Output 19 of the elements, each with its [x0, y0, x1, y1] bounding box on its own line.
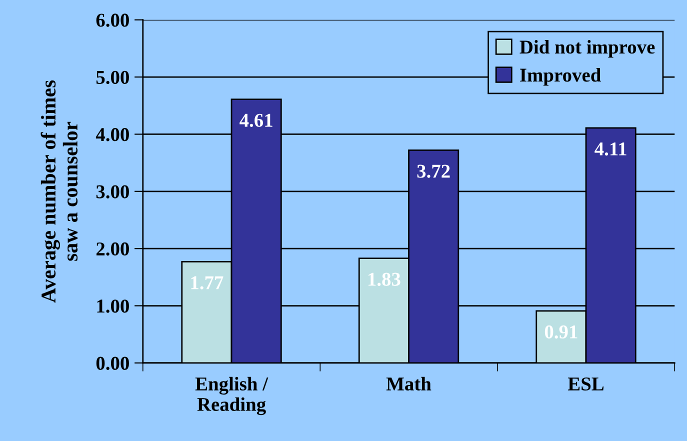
- data-label: 3.72: [417, 164, 450, 178]
- y-tick-label: 1.00: [97, 300, 129, 313]
- data-label: 4.11: [594, 142, 626, 156]
- x-tick-label: ESL: [568, 377, 604, 391]
- data-label: 1.77: [191, 276, 224, 290]
- y-tick-label: 3.00: [96, 185, 129, 198]
- y-tick-label: 2.00: [96, 242, 129, 256]
- y-tick-label: 5.00: [96, 70, 129, 84]
- legend-label: Improved: [520, 68, 601, 86]
- data-label: 4.61: [240, 114, 272, 127]
- data-label: 0.91: [544, 325, 578, 339]
- y-tick-label: 6.00: [96, 14, 129, 27]
- y-tick-label: 0.00: [96, 356, 129, 370]
- legend-label: Did not improve: [520, 40, 655, 58]
- data-label: 1.83: [368, 272, 400, 286]
- x-tick-label: English / Reading: [195, 376, 268, 416]
- y-axis-title: Average number of times saw a counselor: [40, 80, 78, 303]
- x-tick-label: Math: [386, 376, 432, 391]
- y-tick-label: 4.00: [96, 128, 129, 142]
